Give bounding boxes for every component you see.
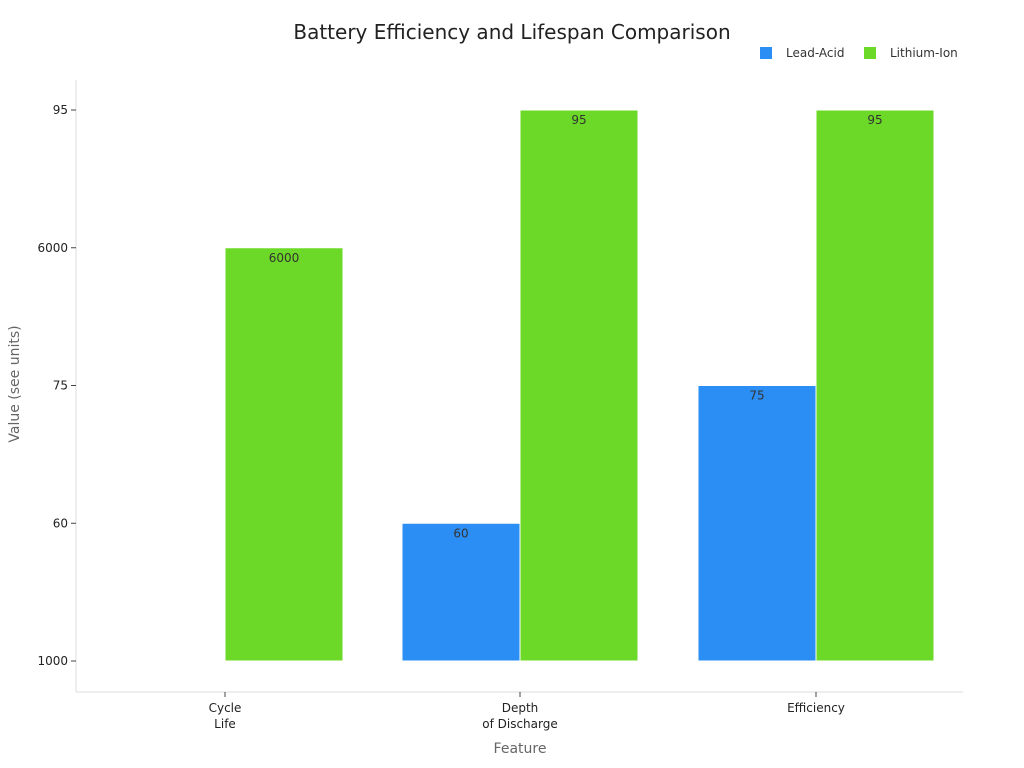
data-label: 95 bbox=[571, 113, 586, 127]
x-tick-label: Efficiency bbox=[787, 701, 845, 715]
data-label: 60 bbox=[453, 526, 468, 540]
x-tick-label: Depth bbox=[502, 701, 539, 715]
legend-label-lithium-ion: Lithium-Ion bbox=[890, 46, 958, 60]
bar-lead-acid bbox=[697, 385, 817, 662]
bar-lithium-ion bbox=[519, 109, 639, 662]
y-tick-label: 75 bbox=[53, 379, 68, 393]
legend-swatch-lead-acid bbox=[760, 47, 772, 59]
y-tick-label: 1000 bbox=[37, 654, 68, 668]
bar-lead-acid bbox=[401, 522, 521, 662]
data-label: 95 bbox=[867, 113, 882, 127]
x-axis-label: Feature bbox=[493, 741, 547, 757]
legend-swatch-lithium-ion bbox=[864, 47, 876, 59]
bar-lithium-ion bbox=[224, 247, 344, 662]
y-tick-label: 6000 bbox=[37, 241, 68, 255]
bar-lithium-ion bbox=[815, 109, 935, 662]
legend-label-lead-acid: Lead-Acid bbox=[786, 46, 845, 60]
x-tick-label: Life bbox=[214, 717, 236, 731]
chart-title: Battery Efficiency and Lifespan Comparis… bbox=[293, 20, 731, 44]
legend-item-lithium-ion: Lithium-Ion bbox=[864, 46, 958, 60]
x-tick-label: of Discharge bbox=[482, 717, 558, 731]
data-label: 6000 bbox=[269, 251, 300, 265]
x-tick-label: Cycle bbox=[209, 701, 242, 715]
y-tick-label: 95 bbox=[53, 103, 68, 117]
y-tick-label: 60 bbox=[53, 516, 68, 530]
legend-item-lead-acid: Lead-Acid bbox=[760, 46, 844, 60]
data-label: 75 bbox=[749, 389, 764, 403]
